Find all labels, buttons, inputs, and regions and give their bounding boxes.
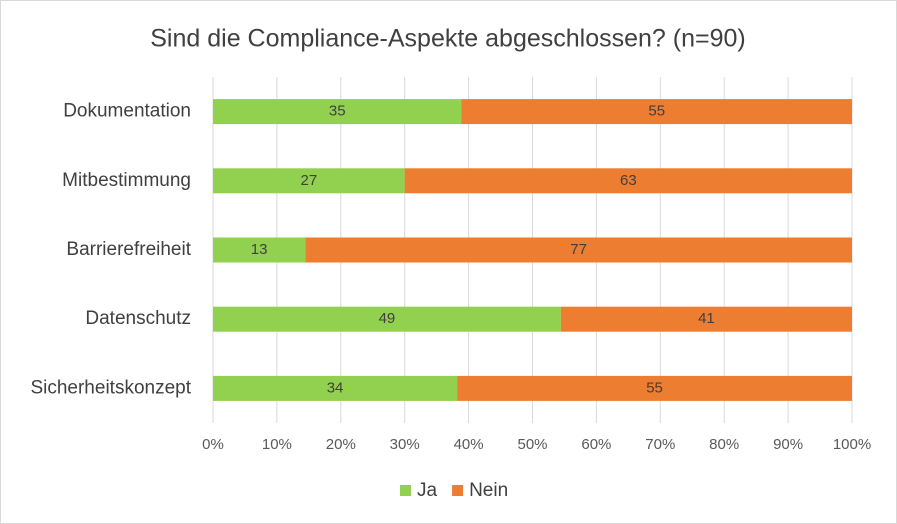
x-tick-label: 20%: [326, 436, 356, 453]
bar-segment: [404, 168, 852, 194]
y-tick-label: Datenschutz: [85, 308, 191, 329]
bar-segment: [213, 375, 458, 401]
x-tick-label: 30%: [390, 436, 420, 453]
data-label: 34: [327, 379, 344, 396]
y-tick-label: Sicherheitskonzept: [30, 377, 191, 398]
bar-segment: [560, 306, 852, 332]
data-label: 13: [251, 241, 268, 258]
x-tick-label: 10%: [262, 436, 292, 453]
x-tick-label: 100%: [833, 436, 871, 453]
data-label: 27: [301, 172, 318, 189]
bar-segment: [461, 99, 852, 125]
legend-swatch: [400, 485, 411, 496]
data-label: 55: [646, 379, 663, 396]
y-tick-label: Mitbestimmung: [62, 170, 191, 191]
chart-title: Sind die Compliance-Aspekte abgeschlosse…: [150, 25, 746, 53]
x-tick-label: 50%: [517, 436, 547, 453]
bar-segment: [305, 237, 852, 263]
bar-segment: [457, 375, 852, 401]
x-tick-label: 90%: [773, 436, 803, 453]
x-tick-label: 80%: [709, 436, 739, 453]
bar-segment: [213, 168, 405, 194]
y-tick-label: Barrierefreiheit: [66, 239, 191, 260]
data-label: 77: [570, 241, 587, 258]
legend-label: Ja: [417, 480, 438, 501]
data-label: 49: [379, 310, 396, 327]
data-label: 41: [698, 310, 715, 327]
bar-segment: [213, 99, 462, 125]
data-label: 55: [648, 103, 665, 120]
legend-label: Nein: [469, 480, 508, 501]
x-tick-label: 70%: [645, 436, 675, 453]
bar-segment: [213, 237, 306, 263]
x-tick-label: 40%: [454, 436, 484, 453]
y-tick-label: Dokumentation: [63, 101, 191, 122]
bar-segment: [213, 306, 561, 332]
x-tick-label: 60%: [581, 436, 611, 453]
data-label: 35: [329, 103, 346, 120]
legend-swatch: [452, 485, 464, 496]
data-label: 63: [620, 172, 637, 189]
x-tick-label: 0%: [202, 436, 224, 453]
